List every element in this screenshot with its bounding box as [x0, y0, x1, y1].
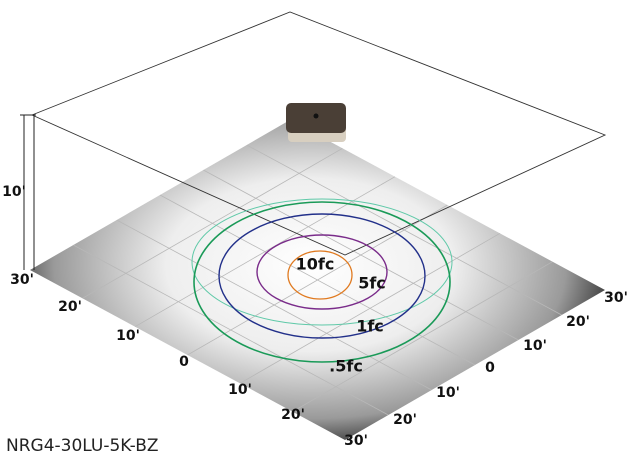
contour-label: 10fc — [296, 255, 335, 274]
left-axis: 30' 20' 10' 0 10' 20' 30' — [10, 272, 368, 449]
floor-grid — [73, 144, 562, 416]
axis-label: 20' — [58, 299, 82, 315]
contour-labels: 10fc 5fc 1fc .5fc — [296, 255, 386, 376]
axis-label: 10' — [116, 328, 140, 344]
axis-label: 30' — [10, 272, 34, 288]
axis-label: 20' — [566, 314, 590, 330]
contours — [191, 198, 453, 363]
contour-5fc — [256, 234, 388, 310]
grid-line — [246, 144, 562, 316]
contour-label: .5fc — [329, 357, 363, 376]
ceiling-outline — [31, 11, 607, 256]
axis-label: 0 — [179, 354, 189, 370]
fixture — [286, 103, 346, 142]
axis-label: 30' — [344, 433, 368, 449]
contour-label: 5fc — [358, 274, 386, 293]
axis-label: 10' — [523, 338, 547, 354]
height-indicator: 10' — [2, 114, 36, 270]
contour-1fc — [218, 213, 426, 339]
axis-label: 30' — [604, 290, 628, 306]
contour-faint — [191, 198, 453, 326]
axis-label: 10' — [436, 385, 460, 401]
contour-10fc — [287, 250, 353, 300]
top-plane — [31, 11, 607, 256]
fixture-lens — [313, 113, 319, 119]
product-name: NRG4-30LU-5K-BZ — [6, 436, 159, 453]
contour-half-fc — [193, 201, 451, 363]
axis-label: 10' — [228, 382, 252, 398]
floor — [30, 120, 605, 440]
height-label: 10' — [2, 184, 26, 200]
axis-label: 20' — [393, 412, 417, 428]
axis-label: 20' — [281, 407, 305, 423]
contour-label: 1fc — [356, 317, 384, 336]
right-axis: 30' 20' 10' 0 10' 20' — [393, 290, 628, 428]
axis-label: 0 — [485, 360, 495, 376]
